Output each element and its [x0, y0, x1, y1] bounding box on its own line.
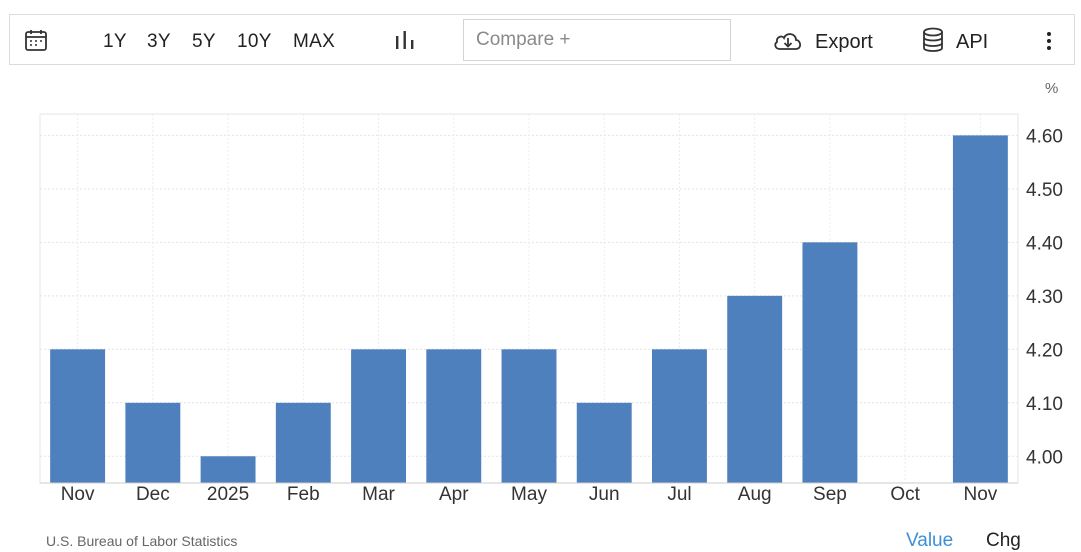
bar-chart-icon[interactable]: [394, 29, 416, 51]
x-tick-label: Jul: [667, 484, 691, 505]
bar: [802, 242, 858, 483]
x-tick-label: 2025: [207, 484, 249, 505]
bar: [501, 349, 557, 483]
bar: [351, 349, 406, 483]
compare-input[interactable]: [463, 19, 731, 61]
chg-tab[interactable]: Chg: [986, 530, 1021, 551]
chart-toolbar: 1Y 3Y 5Y 10Y MAX Export API: [9, 14, 1075, 65]
range-5y[interactable]: 5Y: [192, 31, 216, 52]
bar: [50, 349, 106, 483]
y-tick-label: 4.50: [1026, 180, 1063, 201]
x-tick-label: Oct: [890, 484, 920, 505]
y-tick-label: 4.40: [1026, 233, 1063, 254]
more-vertical-icon[interactable]: [1042, 30, 1056, 52]
api-button[interactable]: API: [956, 31, 989, 53]
range-max[interactable]: MAX: [293, 31, 336, 52]
bar: [652, 349, 707, 483]
x-tick-label: Dec: [136, 484, 170, 505]
unit-label: %: [1045, 80, 1059, 97]
bar: [727, 295, 783, 483]
bar: [952, 135, 1008, 483]
export-button[interactable]: Export: [815, 31, 873, 53]
source-label: U.S. Bureau of Labor Statistics: [46, 533, 238, 549]
x-tick-label: Aug: [738, 484, 772, 505]
y-tick-label: 4.60: [1026, 126, 1063, 147]
bar: [576, 402, 632, 483]
range-3y[interactable]: 3Y: [147, 31, 171, 52]
x-tick-label: Nov: [61, 484, 95, 505]
database-icon[interactable]: [922, 27, 944, 53]
cloud-download-icon[interactable]: [772, 29, 804, 53]
bar: [275, 402, 331, 483]
x-tick-label: Apr: [439, 484, 469, 505]
x-tick-label: Nov: [963, 484, 997, 505]
bar: [200, 456, 256, 483]
y-tick-label: 4.30: [1026, 287, 1063, 308]
x-tick-label: Mar: [362, 484, 395, 505]
x-tick-label: Feb: [287, 484, 320, 505]
y-tick-label: 4.20: [1026, 340, 1063, 361]
range-1y[interactable]: 1Y: [103, 31, 127, 52]
y-tick-label: 4.00: [1026, 447, 1063, 468]
x-tick-label: May: [511, 484, 547, 505]
value-tab[interactable]: Value: [906, 530, 954, 551]
bar-chart: 4.00 4.10 4.20 4.30 4.40 4.50 4.60 Nov Dec 2025 Fe…: [39, 113, 1063, 505]
range-10y[interactable]: 10Y: [237, 31, 272, 52]
bar: [125, 402, 181, 483]
calendar-icon[interactable]: [24, 28, 48, 52]
x-tick-label: Sep: [813, 484, 847, 505]
y-tick-label: 4.10: [1026, 394, 1063, 415]
x-tick-label: Jun: [589, 484, 620, 505]
bar: [426, 349, 482, 483]
